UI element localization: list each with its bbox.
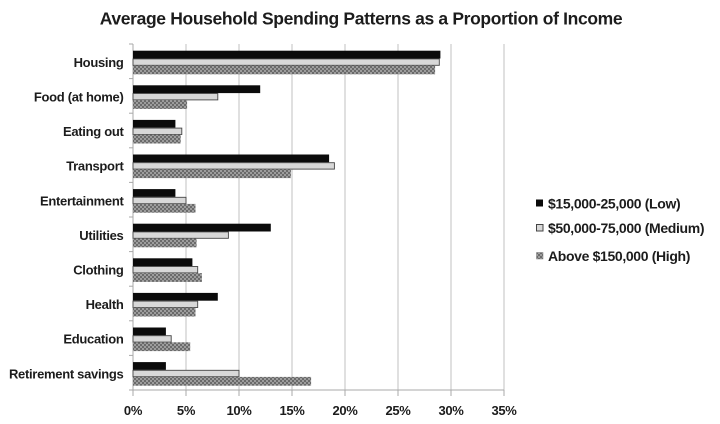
svg-text:15%: 15%: [279, 403, 305, 418]
svg-text:Utilities: Utilities: [79, 228, 123, 243]
svg-text:25%: 25%: [385, 403, 411, 418]
svg-text:20%: 20%: [332, 403, 358, 418]
svg-text:Health: Health: [86, 297, 124, 312]
svg-text:Housing: Housing: [74, 55, 124, 70]
svg-text:Retirement savings: Retirement savings: [9, 366, 124, 381]
svg-text:Eating out: Eating out: [63, 124, 125, 139]
svg-text:Above $150,000 (High): Above $150,000 (High): [548, 248, 690, 264]
svg-text:0%: 0%: [124, 403, 143, 418]
svg-text:5%: 5%: [177, 403, 196, 418]
svg-text:Clothing: Clothing: [73, 263, 124, 278]
svg-text:Entertainment: Entertainment: [40, 193, 124, 208]
svg-text:$50,000-75,000 (Medium): $50,000-75,000 (Medium): [548, 220, 704, 236]
svg-text:35%: 35%: [491, 403, 517, 418]
svg-text:Education: Education: [63, 332, 123, 347]
svg-text:10%: 10%: [226, 403, 252, 418]
svg-text:Food (at home): Food (at home): [34, 90, 124, 105]
svg-text:Average Household Spending Pat: Average Household Spending Patterns as a…: [100, 9, 623, 29]
svg-text:$15,000-25,000 (Low): $15,000-25,000 (Low): [548, 196, 680, 212]
svg-text:Transport: Transport: [66, 159, 124, 174]
svg-text:30%: 30%: [438, 403, 464, 418]
